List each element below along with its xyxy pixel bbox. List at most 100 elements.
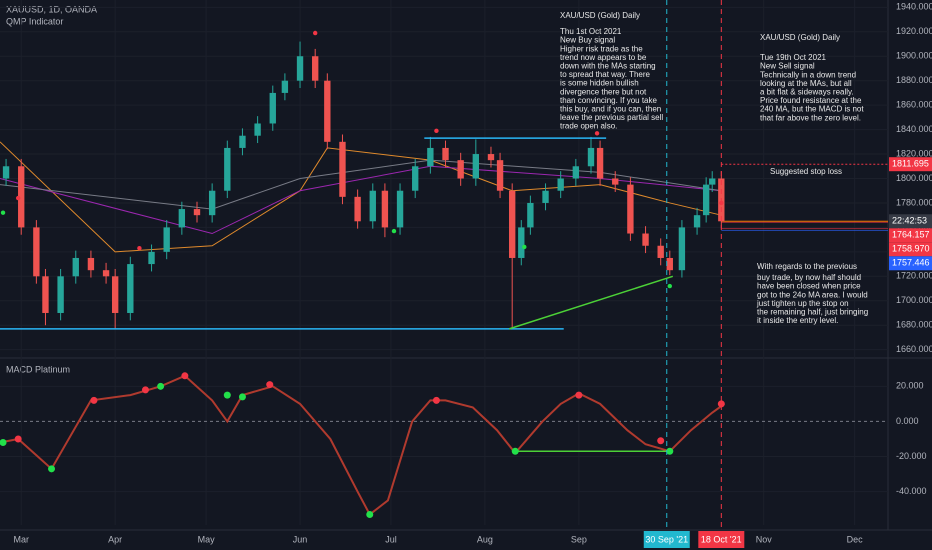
signal-dot — [366, 510, 374, 518]
candle-body — [193, 209, 201, 216]
x-tick-label: Jul — [385, 534, 397, 544]
signal-dot — [266, 381, 274, 389]
y-tick-label: 1680.000 — [896, 320, 932, 330]
candle-body — [572, 166, 580, 179]
candle-body — [427, 147, 434, 167]
x-tick-label: Apr — [108, 534, 122, 544]
candle-body — [627, 184, 634, 234]
signal-dot — [575, 391, 583, 399]
candle-body — [296, 56, 304, 81]
signal-dot — [137, 245, 142, 251]
signal-dot — [141, 386, 149, 394]
y-tick-label: -20.000 — [896, 451, 927, 461]
annotation-line: have been closed when price — [757, 282, 861, 291]
y-tick-label: 0.000 — [896, 416, 919, 426]
signal-dot — [0, 439, 7, 446]
signal-dot — [312, 30, 318, 36]
signal-dot — [391, 228, 397, 234]
annotation-line: divergence there but not — [560, 87, 647, 96]
price-label-bg — [889, 228, 932, 243]
x-tick-label: May — [198, 534, 216, 544]
annotation-line: down with the MAs starting — [560, 62, 656, 71]
candle-body — [18, 166, 25, 228]
y-tick-label: 1700.000 — [896, 295, 932, 305]
signal-dot — [511, 447, 519, 455]
y-tick-label: 1800.000 — [896, 173, 932, 183]
candle-body — [111, 276, 119, 313]
signal-dot — [434, 128, 439, 134]
candle-body — [587, 147, 595, 167]
candle-body — [178, 209, 186, 228]
chart-subtitle: QMP Indicator — [6, 16, 63, 26]
candle-body — [709, 178, 716, 185]
annotation-line: a bit flat & sideways really. — [760, 88, 854, 97]
annotation-line: is some hidden bullish — [560, 79, 639, 88]
moving-average — [0, 159, 722, 210]
annotation-line: leave the previous partial sell — [560, 113, 663, 122]
signal-dot — [594, 131, 600, 136]
annotation-title: XAU/USD (Gold) Daily — [760, 33, 840, 42]
candle-body — [224, 147, 231, 191]
price-label-bg — [889, 214, 932, 229]
annotation-line: just tighten up the stop on — [756, 299, 849, 308]
y-tick-label: 1660.000 — [896, 344, 932, 354]
annotation-line: got to the 24o MA area. I would — [757, 290, 868, 299]
signal-dot — [157, 382, 165, 390]
y-tick-label: 1940.000 — [896, 2, 932, 12]
y-tick-label: 1840.000 — [896, 124, 932, 134]
annotation-line: Higher risk trade as the — [560, 44, 643, 53]
annotation-line: to spread that way. There — [560, 70, 651, 79]
annotation-line: trend now appears to be — [560, 53, 647, 62]
signal-dot — [48, 465, 56, 473]
candle-body — [102, 270, 110, 277]
candle-body — [557, 178, 564, 191]
x-tick-label: Jun — [293, 534, 308, 544]
candle-body — [33, 227, 40, 277]
candle-body — [527, 202, 534, 228]
candle-body — [148, 251, 155, 265]
annotation-line: Tue 19th Oct 2021 — [760, 53, 827, 62]
signal-dot — [181, 372, 189, 380]
annotation-line: buy trade, by now half should — [757, 273, 861, 282]
annotation-line: this buy, and if you can, then — [560, 105, 661, 114]
signal-dot — [717, 400, 725, 408]
annotation-line: than convincing. If you take — [560, 96, 658, 105]
candle-body — [678, 227, 686, 271]
annotation-line: Price found resistance at the — [760, 96, 862, 105]
signal-dot — [522, 244, 527, 250]
annotation-line: Thu 1st Oct 2021 — [560, 27, 622, 36]
macd-line — [0, 374, 725, 516]
candle-body — [487, 154, 495, 161]
signal-dot — [223, 391, 231, 399]
price-label: 1764.157 — [892, 230, 930, 240]
candle-body — [472, 154, 480, 179]
macd-title: MACD Platinum — [6, 364, 70, 374]
candle-body — [396, 190, 404, 228]
annotation-line: New Buy signal — [560, 36, 615, 45]
signal-dot — [666, 447, 674, 455]
annotation-line: the remaining half, just bringing — [757, 308, 868, 317]
moving-average — [0, 165, 722, 235]
x-tick-label: Mar — [13, 534, 29, 544]
annotation-line: 240 MA, but the MACD is not — [760, 105, 864, 114]
candle-body — [542, 190, 549, 203]
candle-body — [509, 190, 516, 258]
candle-body — [642, 233, 649, 246]
candle-body — [163, 227, 170, 252]
price-label-bg — [889, 242, 932, 257]
candle-body — [657, 245, 664, 258]
candle-body — [496, 160, 504, 191]
date-marker-bg — [643, 531, 690, 548]
candle-body — [339, 141, 346, 197]
candle-body — [666, 257, 673, 271]
annotation-line: trade open also. — [560, 122, 617, 131]
y-tick-label: 1720.000 — [896, 271, 932, 281]
price-label: 1811.695 — [892, 159, 929, 169]
candle-body — [269, 92, 276, 124]
signal-dot — [432, 396, 440, 404]
candle-body — [127, 264, 134, 313]
y-tick-label: 1780.000 — [896, 197, 932, 207]
price-label: 1758.970 — [892, 244, 930, 254]
annotation-title: XAU/USD (Gold) Daily — [560, 11, 640, 20]
